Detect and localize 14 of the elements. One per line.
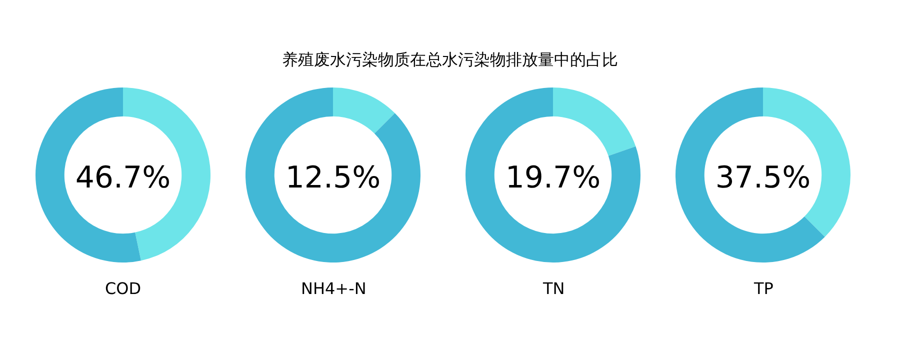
donut-slice	[333, 88, 395, 134]
text: 12.5%	[285, 160, 381, 196]
donut-slice	[466, 88, 640, 262]
text: NH4+-N	[301, 279, 366, 298]
text: TN	[542, 279, 565, 298]
text: 37.5%	[715, 160, 811, 196]
text: 46.7%	[75, 160, 171, 196]
text: TP	[753, 279, 774, 298]
donut-slice	[676, 88, 825, 262]
donut-slice	[553, 88, 636, 156]
text: COD	[105, 279, 142, 298]
text: 养殖废水污染物质在总水污染物排放量中的占比	[282, 50, 618, 69]
text: 19.7%	[505, 160, 601, 196]
donut-slice	[246, 88, 420, 262]
